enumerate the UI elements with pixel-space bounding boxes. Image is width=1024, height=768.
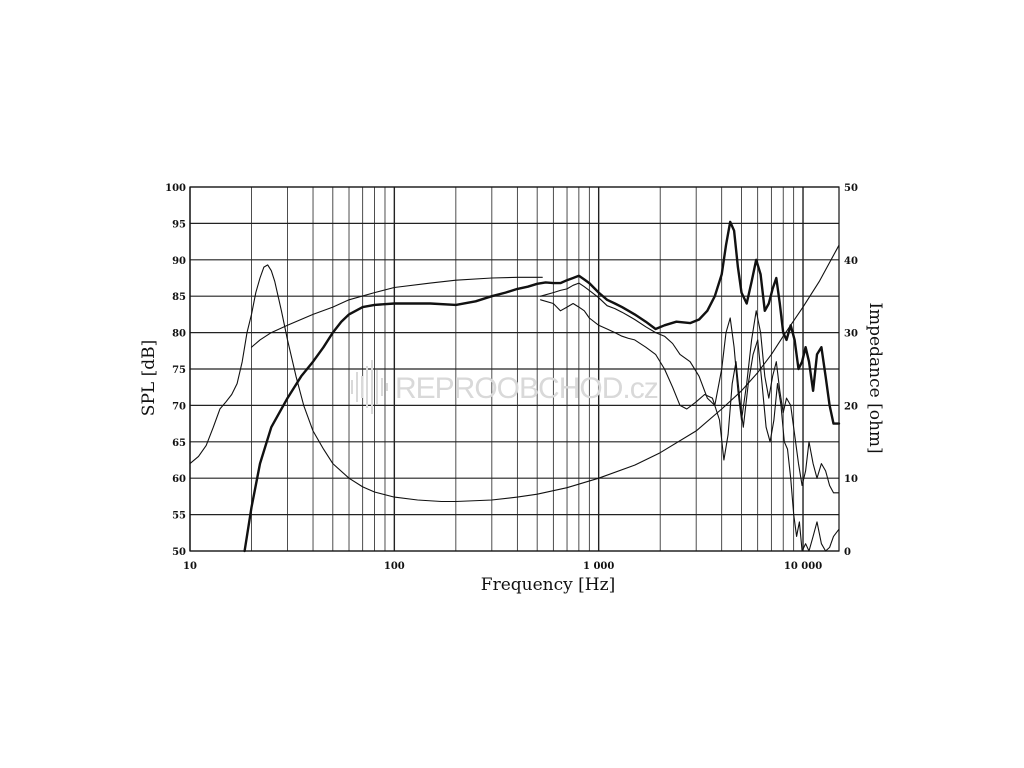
y2-tick-label: 10 bbox=[844, 474, 858, 485]
grid bbox=[189, 186, 839, 552]
x-tick-label: 10 bbox=[183, 561, 197, 572]
watermark-text: REPROOBCHOD.cz bbox=[395, 372, 658, 405]
x-tick-label: 10 000 bbox=[784, 561, 822, 572]
y2-tick-label: 50 bbox=[844, 183, 858, 194]
watermark-waveform-icon bbox=[351, 360, 388, 414]
y-tick-label: 90 bbox=[172, 256, 186, 267]
y2-tick-label: 20 bbox=[844, 401, 858, 412]
y-tick-label: 70 bbox=[172, 401, 186, 412]
y-tick-label: 80 bbox=[172, 329, 186, 340]
series-line-0 bbox=[243, 220, 841, 553]
y-tick-label: 75 bbox=[172, 365, 186, 376]
y-tick-label: 100 bbox=[165, 183, 186, 194]
y2-tick-label: 30 bbox=[844, 329, 858, 340]
y-axis-title: SPL [dB] bbox=[139, 340, 159, 416]
tick-labels: 10 100 1 000 10 000 50 55 60 65 70 75 80 85 90 95 100 0… bbox=[165, 183, 858, 572]
plot-frame bbox=[189, 186, 840, 552]
y-tick-label: 60 bbox=[172, 474, 186, 485]
y2-tick-label: 40 bbox=[844, 256, 858, 267]
watermark: REPROOBCHOD.cz bbox=[351, 360, 659, 414]
y-tick-label: 50 bbox=[172, 547, 186, 558]
y-tick-label: 65 bbox=[172, 438, 186, 449]
y-tick-label: 85 bbox=[172, 292, 186, 303]
x-tick-label: 1 000 bbox=[583, 561, 614, 572]
x-axis-title: Frequency [Hz] bbox=[481, 575, 615, 595]
y2-tick-label: 0 bbox=[844, 547, 851, 558]
y-tick-label: 55 bbox=[172, 511, 186, 522]
y-tick-label: 95 bbox=[172, 219, 186, 230]
series-line-4 bbox=[189, 244, 840, 503]
series-line-1 bbox=[250, 276, 543, 348]
series-line-2 bbox=[540, 282, 840, 494]
x-tick-label: 100 bbox=[384, 561, 405, 572]
y2-axis-title: Impedance [ohm] bbox=[865, 302, 885, 453]
